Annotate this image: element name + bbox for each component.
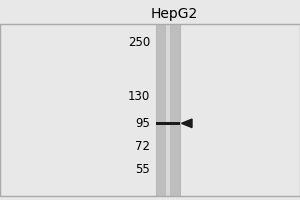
- Text: HepG2: HepG2: [150, 7, 198, 21]
- Bar: [156, 24, 180, 196]
- Text: 55: 55: [135, 163, 150, 176]
- Text: 130: 130: [128, 90, 150, 103]
- Bar: [156, 122, 180, 125]
- Text: 72: 72: [135, 140, 150, 153]
- Text: 250: 250: [128, 36, 150, 49]
- Bar: [166, 24, 170, 196]
- Polygon shape: [182, 119, 192, 128]
- Text: 95: 95: [135, 117, 150, 130]
